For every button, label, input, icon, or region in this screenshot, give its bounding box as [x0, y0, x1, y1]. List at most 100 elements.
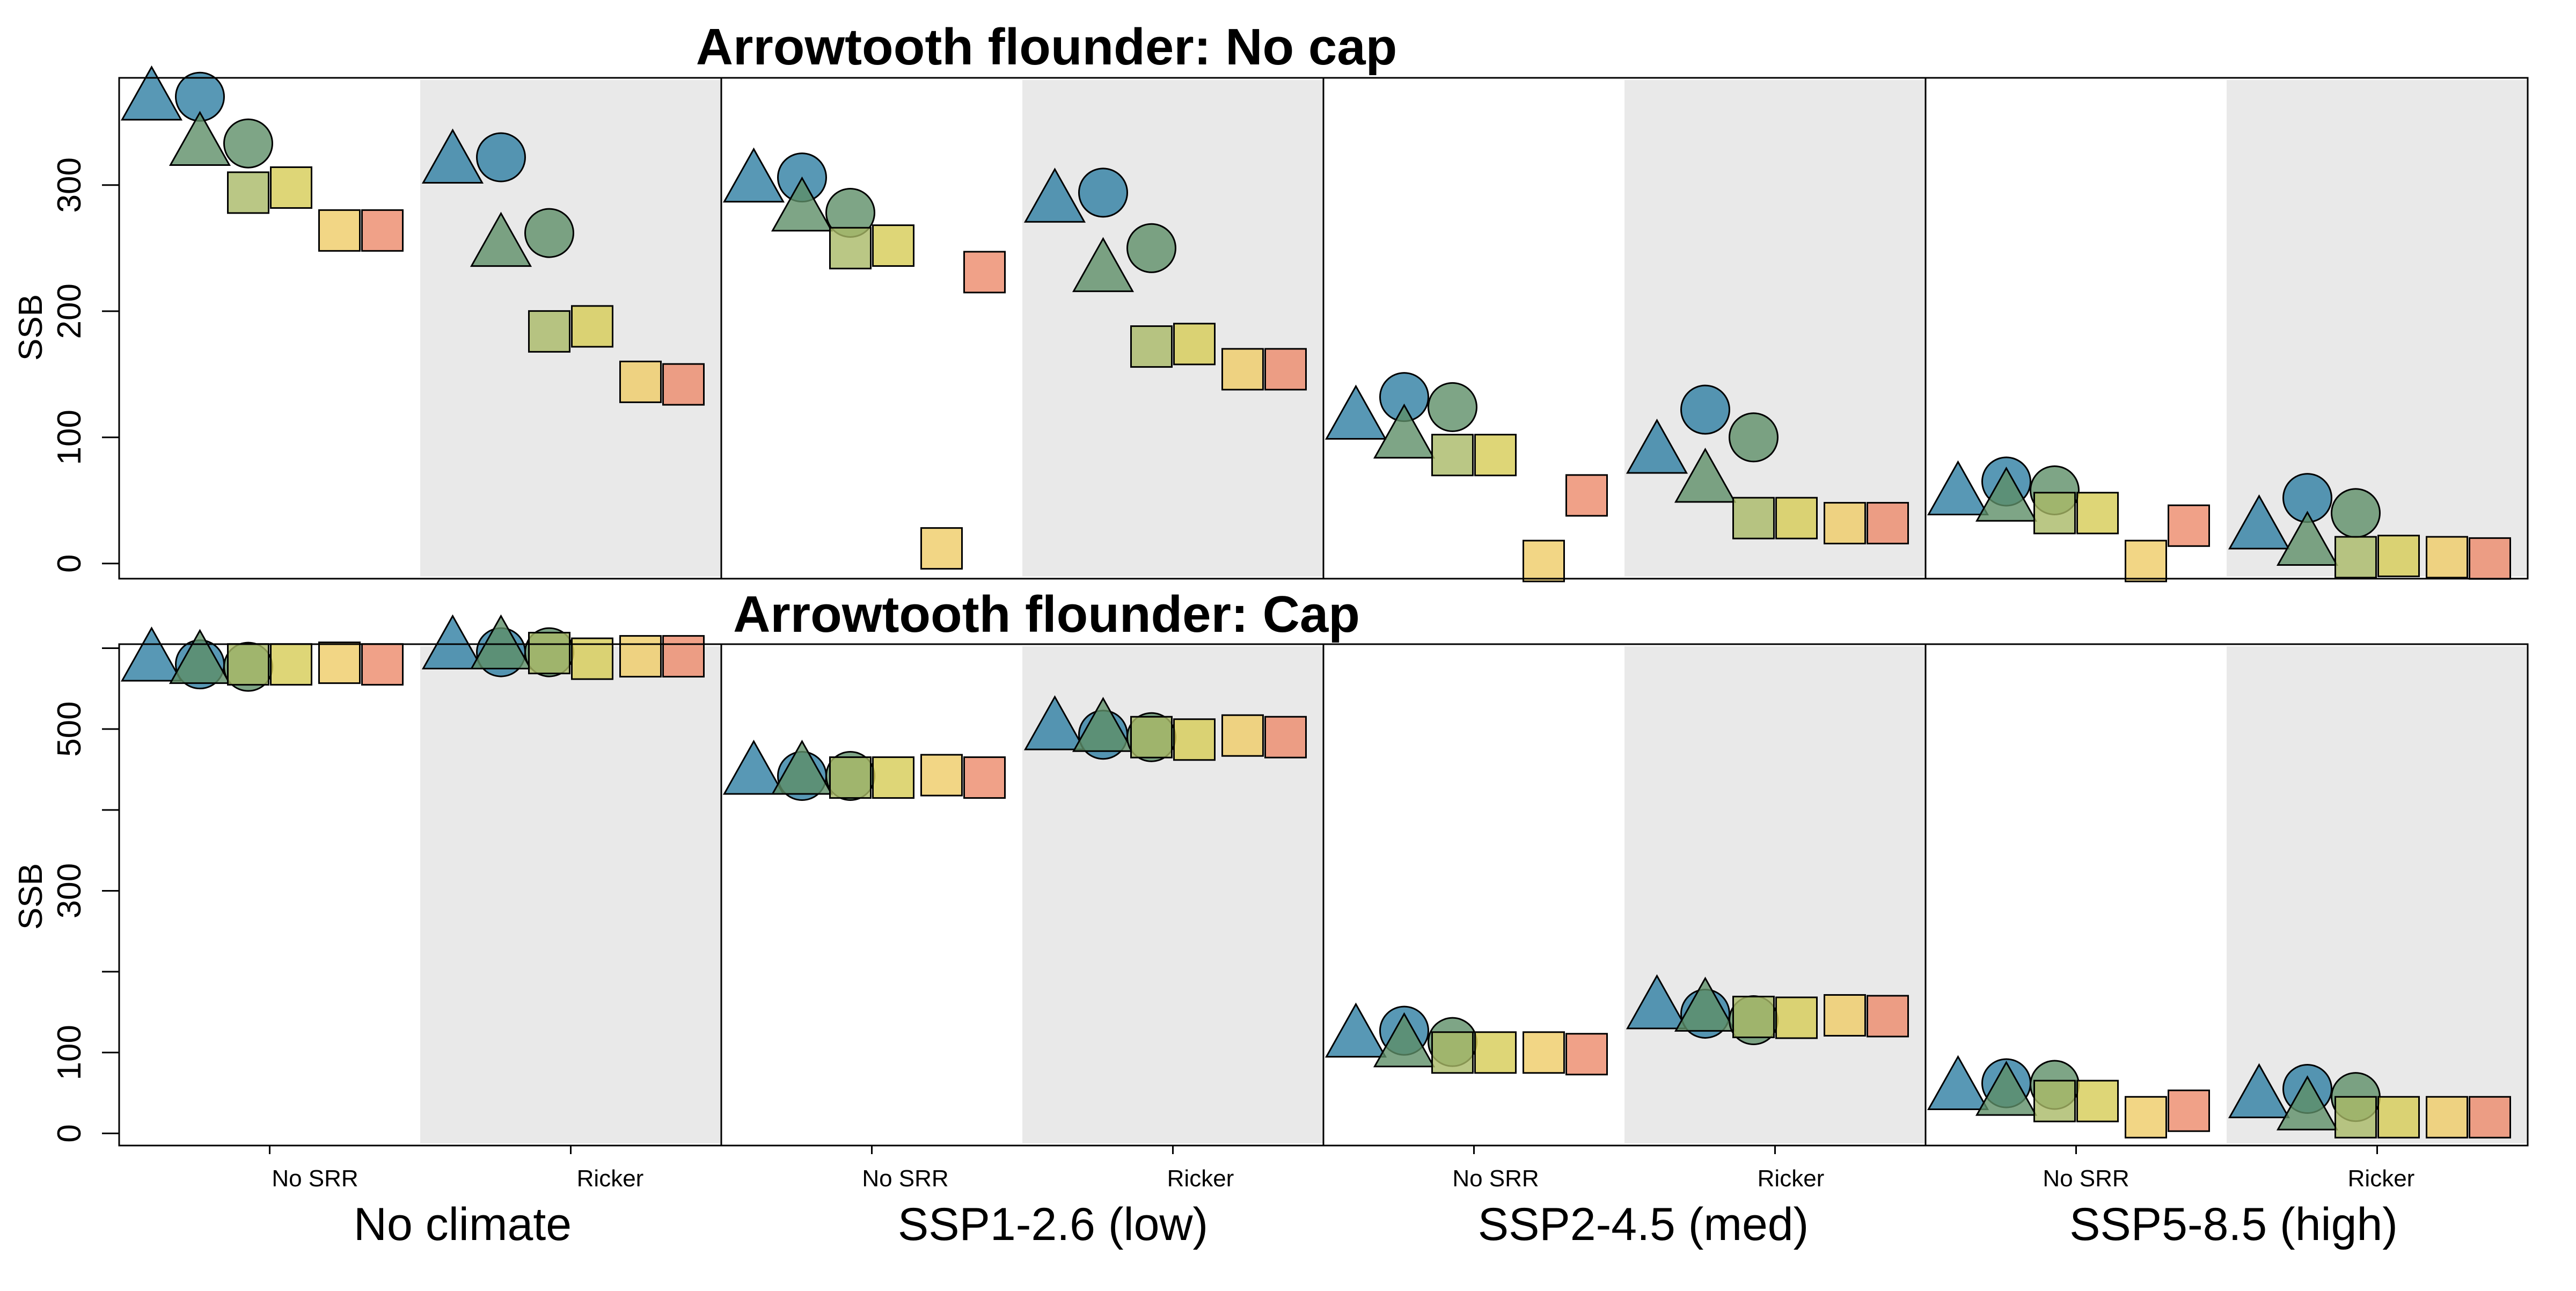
data-point-square — [920, 754, 963, 797]
data-point-square — [528, 632, 570, 675]
data-point-square — [829, 227, 872, 269]
data-point-square — [1173, 718, 1216, 761]
data-point-square — [619, 635, 662, 678]
srr-label: Ricker — [1758, 1165, 1825, 1192]
data-point-triangle — [1324, 1002, 1387, 1058]
srr-label: No SRR — [1452, 1165, 1539, 1192]
panel-frame — [118, 643, 2529, 1147]
data-point-square — [619, 360, 662, 403]
panel-title: Arrowtooth flounder: No cap — [696, 18, 1397, 76]
data-point-square — [361, 209, 404, 252]
data-point-square — [2033, 492, 2076, 535]
data-point-circle — [524, 208, 574, 258]
ricker-shade — [2227, 646, 2528, 1143]
data-point-square — [318, 641, 361, 684]
data-point-square — [270, 643, 312, 686]
data-point-square — [1775, 497, 1818, 539]
ricker-shade — [1022, 80, 1323, 577]
data-point-square — [1732, 497, 1775, 539]
y-tick-label: 500 — [51, 701, 88, 756]
data-point-square — [2334, 536, 2377, 579]
data-point-square — [1431, 434, 1474, 477]
data-point-triangle — [1072, 697, 1135, 752]
data-point-triangle — [1674, 976, 1737, 1032]
data-point-square — [2426, 1096, 2468, 1139]
data-point-triangle — [470, 211, 532, 267]
data-point-square — [1173, 323, 1216, 366]
data-point-square — [829, 756, 872, 799]
data-point-triangle — [1626, 974, 1688, 1030]
srr-label: Ricker — [577, 1165, 644, 1192]
data-point-circle — [476, 132, 526, 183]
data-point-square — [1431, 1031, 1474, 1074]
data-point-square — [227, 171, 269, 214]
data-point-triangle — [2276, 1075, 2339, 1130]
ricker-shade — [1624, 646, 1926, 1143]
y-tick-label: 300 — [51, 863, 88, 918]
data-point-square — [2076, 492, 2119, 535]
data-point-triangle — [722, 739, 785, 795]
data-point-square — [872, 756, 914, 799]
data-point-square — [1264, 716, 1307, 758]
data-point-triangle — [421, 614, 484, 670]
panel-frame — [118, 77, 2529, 580]
data-point-triangle — [120, 626, 183, 682]
data-point-square — [227, 643, 269, 686]
data-point-triangle — [1927, 1055, 1989, 1111]
scenario-label: No climate — [354, 1199, 572, 1250]
y-tick-label: 200 — [51, 283, 88, 339]
data-point-square — [2469, 537, 2511, 580]
data-point-triangle — [1023, 167, 1086, 223]
data-point-triangle — [120, 65, 183, 121]
y-axis-label: SSB — [12, 863, 49, 930]
data-point-triangle — [1927, 460, 1989, 516]
x-axis-labels: No SRR Ricker No SRR Ricker No SRR Ricke… — [269, 1146, 2414, 1250]
data-point-circle — [1729, 412, 1779, 463]
data-point-square — [1221, 348, 1264, 391]
data-point-triangle — [2228, 1063, 2290, 1119]
data-point-square — [920, 527, 963, 570]
data-point-circle — [1680, 384, 1730, 435]
y-tick-label: 300 — [51, 157, 88, 213]
data-point-triangle — [1626, 418, 1688, 474]
data-point-triangle — [1023, 695, 1086, 750]
data-point-square — [1824, 502, 1866, 545]
data-point-square — [2125, 539, 2167, 582]
data-point-triangle — [470, 614, 532, 670]
panel-no-cap: Arrowtooth flounder: No cap SSB 0 100 200 3… — [12, 18, 2529, 582]
data-point-square — [1264, 348, 1307, 391]
data-point-square — [270, 166, 312, 209]
data-point-square — [528, 310, 570, 353]
data-point-square — [2125, 1096, 2167, 1139]
data-point-square — [1867, 995, 1909, 1038]
data-point-triangle — [2228, 494, 2290, 550]
data-point-triangle — [771, 176, 833, 232]
data-point-triangle — [771, 739, 833, 795]
ricker-shade — [2227, 80, 2528, 577]
data-point-square — [361, 643, 404, 686]
y-tick-label: 100 — [51, 1025, 88, 1080]
data-point-square — [2426, 536, 2468, 579]
data-point-triangle — [1975, 466, 2038, 522]
panel-title: Arrowtooth flounder: Cap — [733, 586, 1360, 643]
data-point-square — [571, 637, 613, 680]
data-point-square — [1221, 714, 1264, 757]
scenario-label: SSP5-8.5 (high) — [2069, 1199, 2398, 1250]
panel-cap: Arrowtooth flounder: Cap SSB 0 100 300 500 — [12, 586, 2529, 1147]
srr-label: Ricker — [1167, 1165, 1234, 1192]
y-tick-label: 0 — [51, 1124, 88, 1142]
data-point-square — [963, 251, 1006, 294]
data-point-square — [318, 209, 361, 252]
data-point-square — [2168, 504, 2210, 547]
data-point-square — [872, 224, 914, 267]
data-point-square — [963, 756, 1006, 799]
data-point-square — [571, 305, 613, 348]
data-point-square — [2377, 535, 2420, 578]
data-point-triangle — [1674, 447, 1737, 503]
data-point-square — [1565, 474, 1608, 517]
srr-label: No SRR — [2043, 1165, 2129, 1192]
data-point-triangle — [1373, 1012, 1436, 1068]
data-point-triangle — [2276, 510, 2339, 566]
data-point-circle — [1078, 167, 1128, 218]
